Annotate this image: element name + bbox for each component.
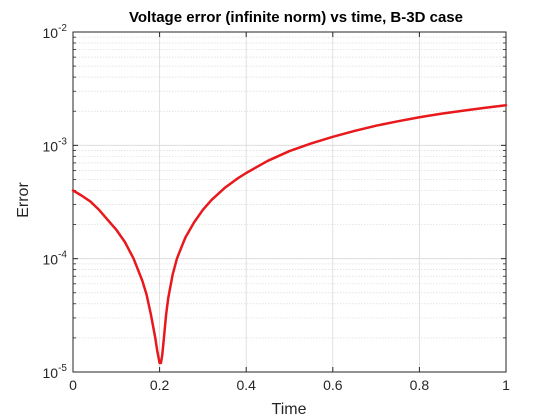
x-tick-label: 1	[502, 377, 510, 393]
series-line	[71, 103, 508, 365]
x-axis: 0 0.2 0.4 0.6 0.8 1	[69, 32, 510, 393]
x-tick-label: 0.4	[236, 377, 256, 393]
plot-frame	[72, 31, 507, 373]
y-tick-label: 10-3	[43, 136, 68, 154]
x-tick-label: 0.8	[410, 377, 430, 393]
x-tick-label: 0	[69, 377, 77, 393]
x-tick-label: 0.6	[323, 377, 343, 393]
minor-grid	[73, 36, 506, 339]
y-tick-label: 10-5	[43, 363, 68, 381]
x-tick-label: 0.2	[150, 377, 170, 393]
chart-title: Voltage error (infinite norm) vs time, B…	[129, 9, 463, 26]
y-axis-label: Error	[15, 182, 32, 218]
y-tick-label: 10-4	[43, 250, 68, 268]
y-axis: 10-5 10-4 10-3 10-2	[43, 23, 506, 381]
y-tick-label: 10-2	[43, 23, 68, 41]
x-axis-label: Time	[272, 401, 307, 418]
